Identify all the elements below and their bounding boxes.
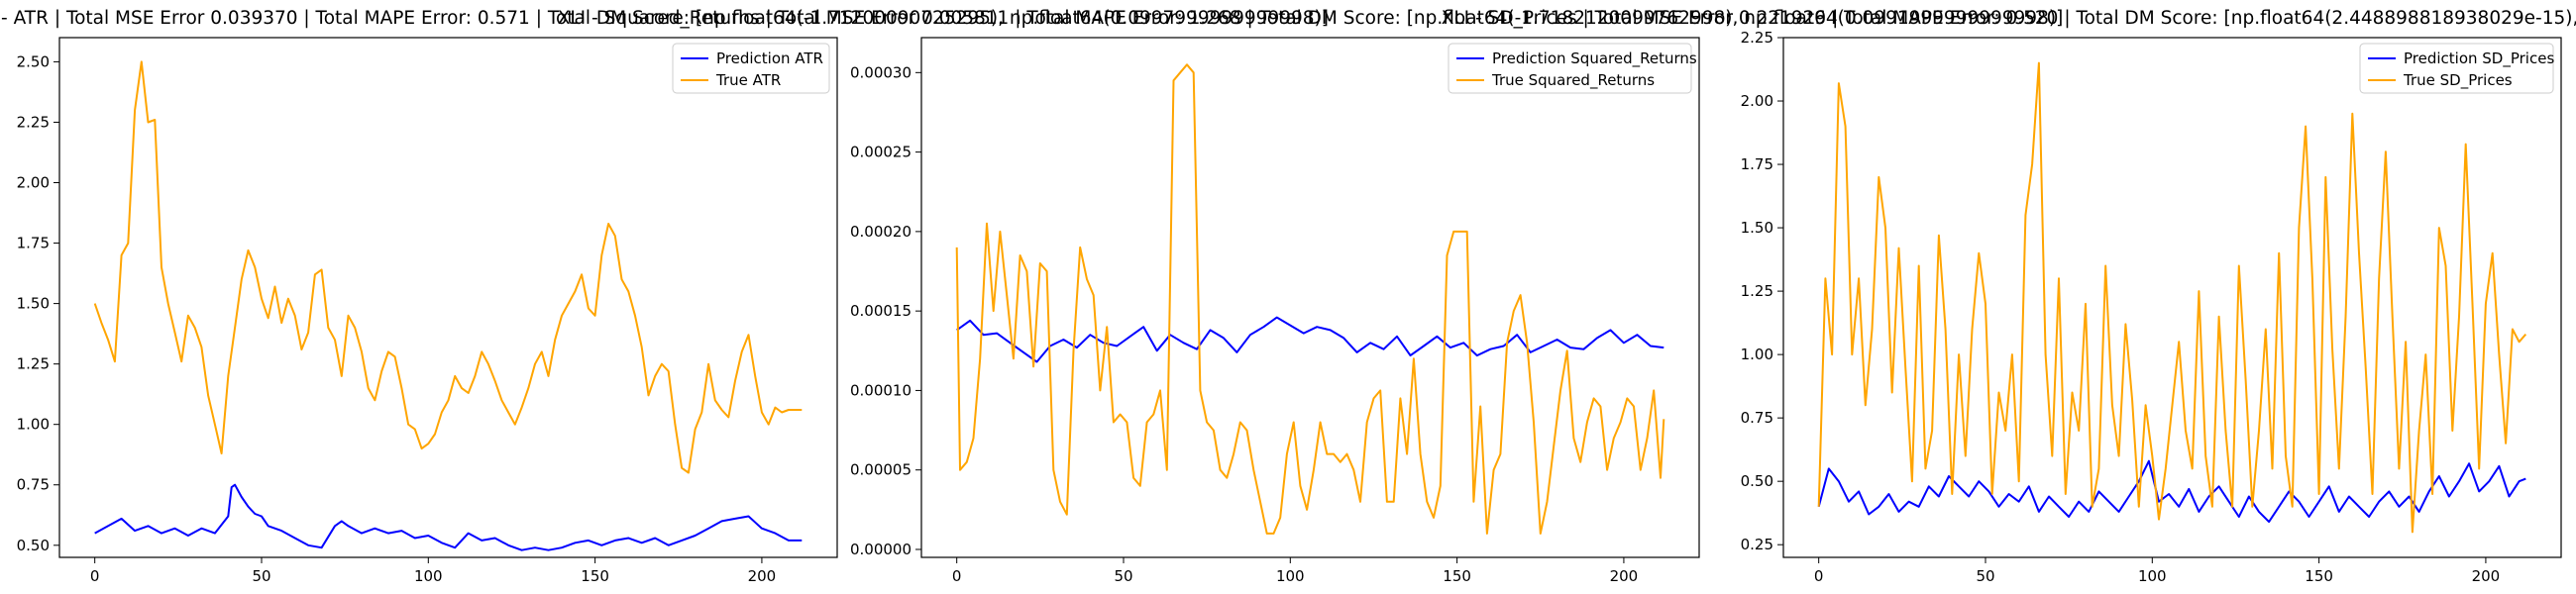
x-tick-label: 200 bbox=[1610, 567, 1639, 585]
y-tick-label: 0.00010 bbox=[850, 381, 912, 399]
axes-frame bbox=[1782, 37, 2562, 558]
y-tick-label: 2.25 bbox=[17, 113, 50, 131]
legend-entry: Prediction Squared_Returns bbox=[1492, 50, 1697, 68]
series-line-true bbox=[955, 63, 1665, 535]
y-tick-label: 0.50 bbox=[17, 537, 50, 554]
subplot-sd-prices: XLI - SD_Prices | Total MSE Error 0.2219… bbox=[1442, 8, 2576, 585]
series-line-prediction bbox=[94, 483, 803, 551]
x-tick-label: 200 bbox=[2472, 567, 2501, 585]
y-tick-label: 1.50 bbox=[1741, 219, 1773, 237]
legend: Prediction ATR True ATR bbox=[672, 43, 830, 94]
series-line-prediction bbox=[956, 316, 1664, 363]
x-tick-label: 0 bbox=[952, 567, 962, 585]
y-tick-label: 0.00025 bbox=[850, 144, 912, 161]
y-tick-label: 1.25 bbox=[17, 355, 50, 373]
x-tick-label: 150 bbox=[581, 567, 609, 585]
y-tick-label: 1.25 bbox=[1741, 282, 1773, 300]
series-line-true bbox=[93, 60, 803, 474]
y-tick-label: 0.00020 bbox=[850, 223, 912, 241]
y-tick-label: 0.00015 bbox=[850, 302, 912, 320]
y-tick-label: 2.25 bbox=[1741, 29, 1773, 47]
legend-box bbox=[1448, 43, 1692, 94]
chart-title: XLI - Squared_Returns | Total MSE Error … bbox=[558, 8, 2064, 29]
x-tick-label: 0 bbox=[1814, 567, 1824, 585]
legend: Prediction SD_Prices True SD_Prices bbox=[2359, 43, 2554, 94]
x-tick-label: 50 bbox=[252, 567, 270, 585]
legend-box bbox=[2359, 43, 2554, 94]
legend-box bbox=[672, 43, 830, 94]
y-tick-label: 0.75 bbox=[17, 476, 50, 494]
legend-entry: True Squared_Returns bbox=[1491, 71, 1655, 90]
legend-entry: True ATR bbox=[715, 71, 781, 89]
chart-title: l - ATR | Total MSE Error 0.039370 | Tot… bbox=[0, 8, 1329, 29]
y-tick-label: 0.00000 bbox=[850, 541, 912, 558]
y-tick-label: 2.50 bbox=[17, 52, 50, 70]
x-tick-label: 150 bbox=[1443, 567, 1471, 585]
x-tick-label: 150 bbox=[2305, 567, 2333, 585]
y-tick-label: 1.00 bbox=[1741, 346, 1773, 363]
y-tick-label: 1.50 bbox=[17, 295, 50, 313]
y-tick-label: 0.25 bbox=[1741, 536, 1773, 553]
legend: Prediction Squared_Returns True Squared_R… bbox=[1448, 43, 1697, 94]
axes-frame bbox=[58, 37, 838, 558]
x-tick-label: 100 bbox=[1276, 567, 1305, 585]
legend-entry: Prediction ATR bbox=[716, 50, 823, 67]
x-tick-label: 200 bbox=[748, 567, 777, 585]
y-tick-label: 0.50 bbox=[1741, 472, 1773, 490]
x-tick-label: 0 bbox=[90, 567, 100, 585]
y-tick-label: 0.00030 bbox=[850, 63, 912, 81]
chart-title: XLI - SD_Prices | Total MSE Error 0.2219… bbox=[1442, 8, 2576, 29]
x-tick-label: 100 bbox=[2138, 567, 2167, 585]
subplot-atr: l - ATR | Total MSE Error 0.039370 | Tot… bbox=[0, 8, 1329, 585]
y-tick-label: 2.00 bbox=[1741, 92, 1773, 110]
subplot-squared-returns: XLI - Squared_Returns | Total MSE Error … bbox=[558, 8, 2064, 585]
y-tick-label: 0.00005 bbox=[850, 461, 912, 479]
series-line-true bbox=[1817, 61, 2527, 534]
y-tick-label: 1.75 bbox=[1741, 155, 1773, 173]
y-tick-label: 1.00 bbox=[17, 416, 50, 434]
x-tick-label: 50 bbox=[1114, 567, 1132, 585]
x-tick-label: 50 bbox=[1976, 567, 1994, 585]
legend-entry: True SD_Prices bbox=[2403, 71, 2513, 90]
y-tick-label: 1.75 bbox=[17, 235, 50, 252]
x-tick-label: 100 bbox=[414, 567, 443, 585]
axes-frame bbox=[920, 37, 1700, 558]
series-line-prediction bbox=[1817, 459, 2526, 524]
legend-entry: Prediction SD_Prices bbox=[2404, 50, 2554, 68]
y-tick-label: 0.75 bbox=[1741, 409, 1773, 427]
y-tick-label: 2.00 bbox=[17, 174, 50, 192]
